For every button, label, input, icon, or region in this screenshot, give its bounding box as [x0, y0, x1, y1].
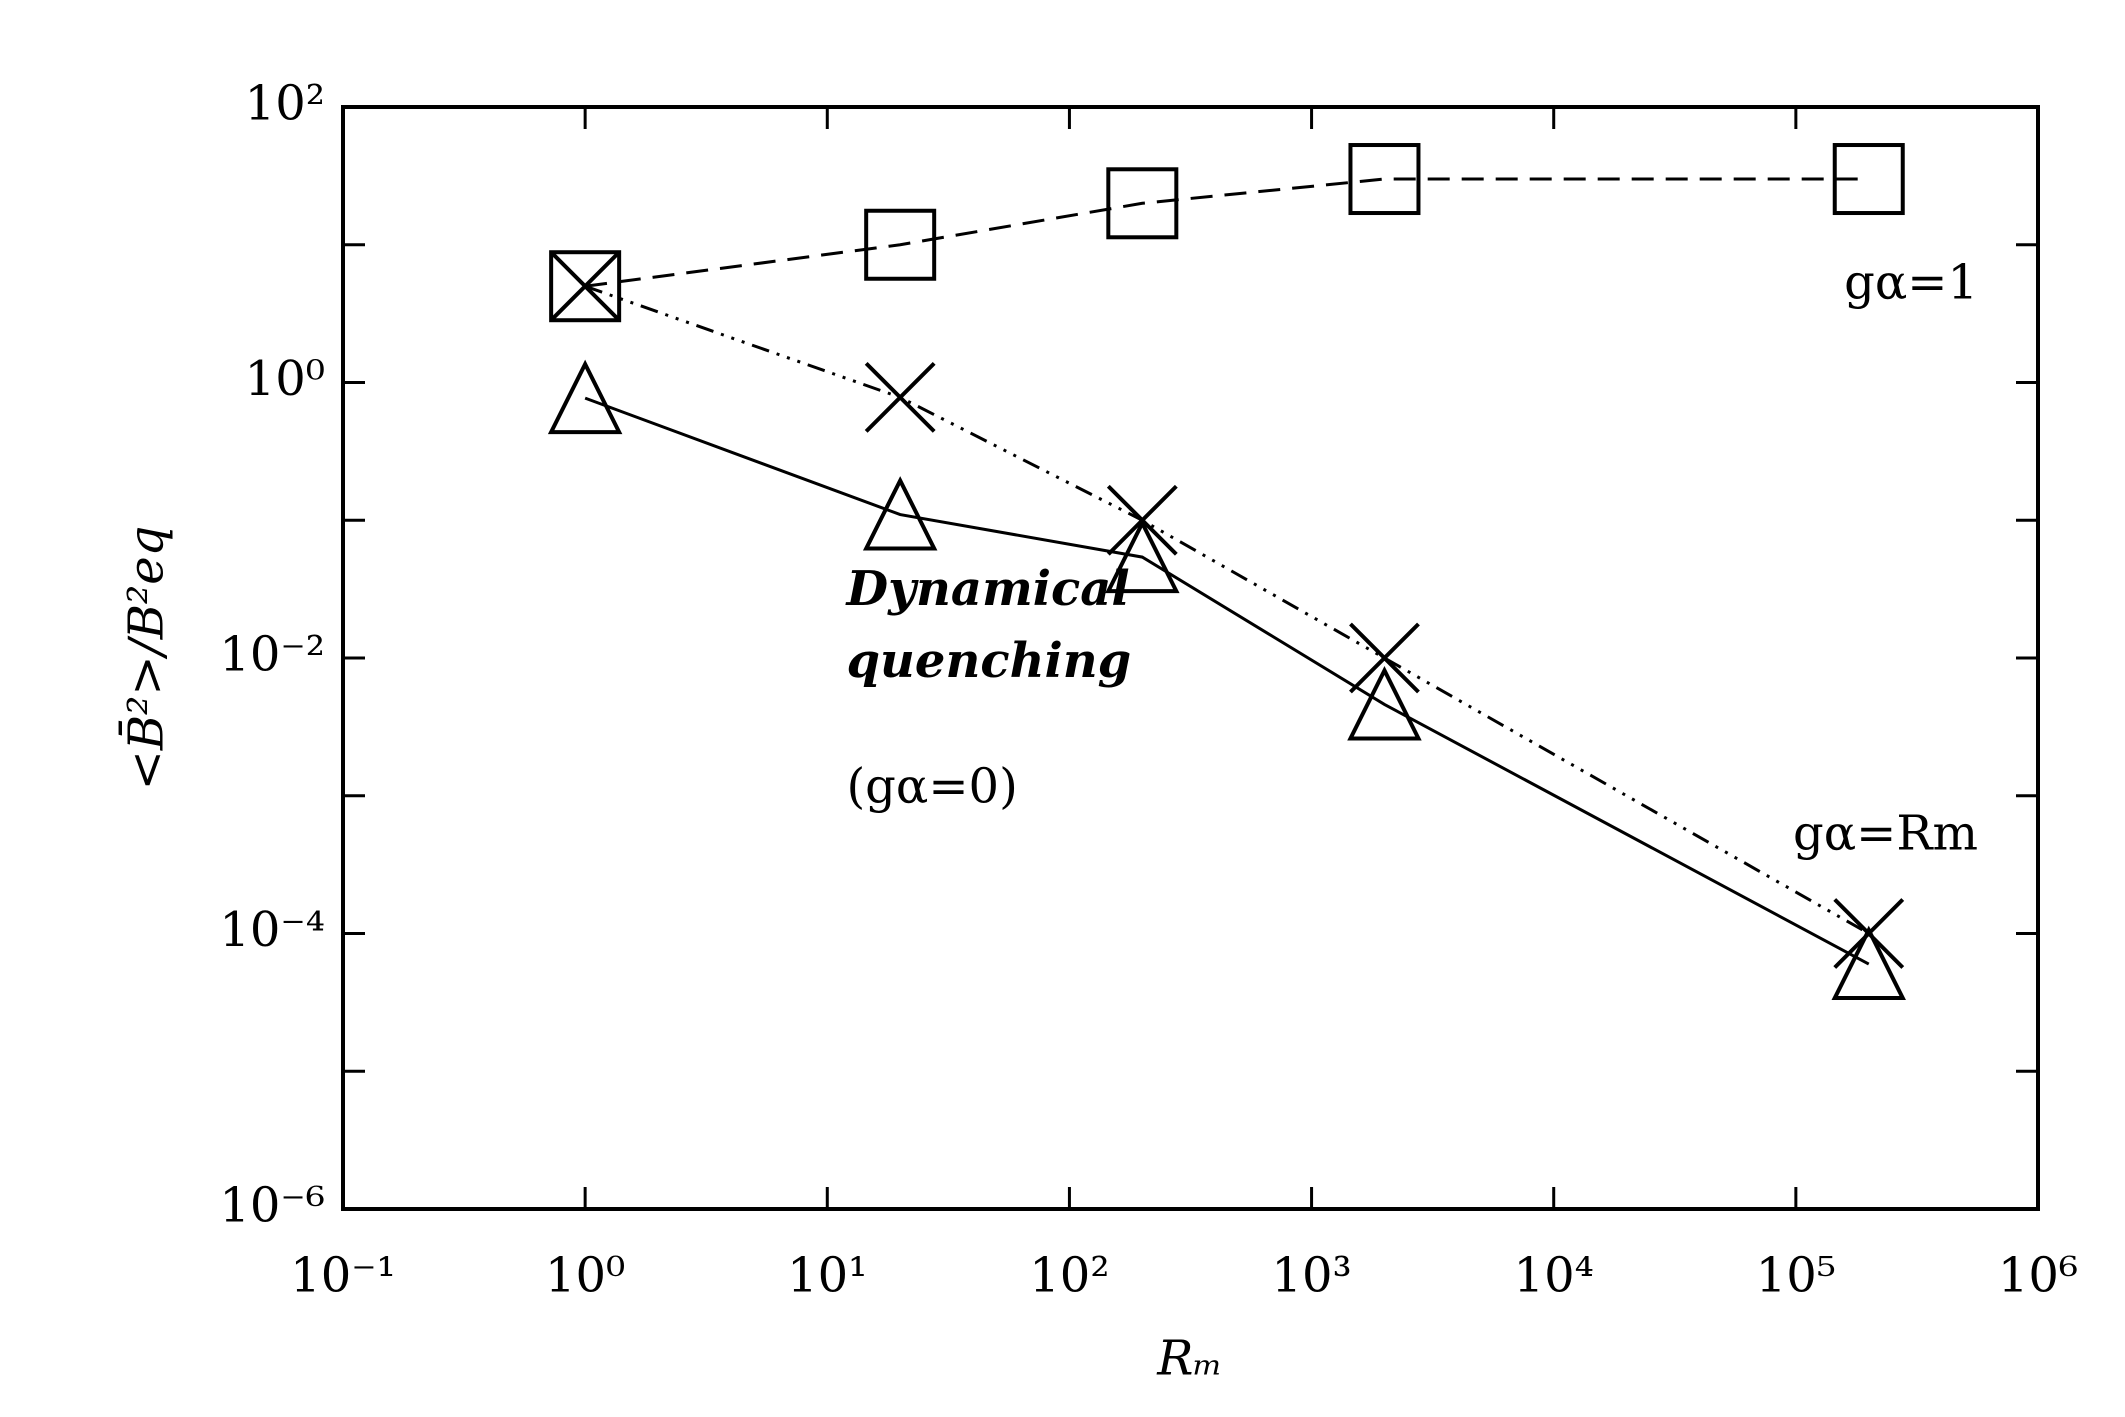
- y-tick-label: 10⁰: [245, 351, 325, 407]
- square-marker: [864, 208, 937, 281]
- square-marker: [1106, 167, 1179, 240]
- triangle-marker: [1347, 665, 1422, 741]
- annotation: gα=1: [1844, 255, 1978, 311]
- y-tick-label: 10⁻⁶: [219, 1178, 325, 1234]
- annotation: Dynamical: [844, 561, 1129, 617]
- y-tick-label: 10²: [245, 76, 325, 132]
- y-tick-label: 10⁻²: [219, 627, 325, 683]
- x-tick-label: 10⁻¹: [290, 1248, 396, 1304]
- x-axis-label: Rₘ: [1156, 1331, 1223, 1387]
- square-marker: [1832, 143, 1905, 216]
- cross-marker: [1349, 622, 1420, 694]
- annotation: gα=Rm: [1793, 806, 1978, 862]
- annotation: quenching: [846, 633, 1131, 689]
- x-tick-label: 10⁶: [1998, 1248, 2078, 1304]
- square-marker: [549, 250, 622, 323]
- triangle-marker: [547, 359, 623, 435]
- series-line: [584, 396, 1870, 966]
- cross-marker: [549, 250, 621, 322]
- y-axis-label: <B̄²>/B²eq: [117, 526, 175, 791]
- annotation: (gα=0): [846, 759, 1017, 815]
- x-tick-label: 10⁰: [545, 1248, 625, 1304]
- y-tick-label: 10⁻⁴: [219, 902, 325, 958]
- x-tick-label: 10¹: [787, 1248, 867, 1304]
- triangle-marker: [1831, 925, 1906, 1001]
- series-line: [584, 177, 1869, 288]
- x-tick-label: 10³: [1271, 1248, 1351, 1304]
- x-tick-label: 10⁵: [1756, 1248, 1836, 1304]
- square-marker: [1348, 143, 1421, 216]
- x-tick-label: 10²: [1029, 1248, 1109, 1304]
- x-tick-label: 10⁴: [1514, 1248, 1594, 1304]
- cross-marker: [864, 361, 936, 433]
- triangle-marker: [862, 476, 938, 551]
- triangle-marker: [1105, 518, 1180, 594]
